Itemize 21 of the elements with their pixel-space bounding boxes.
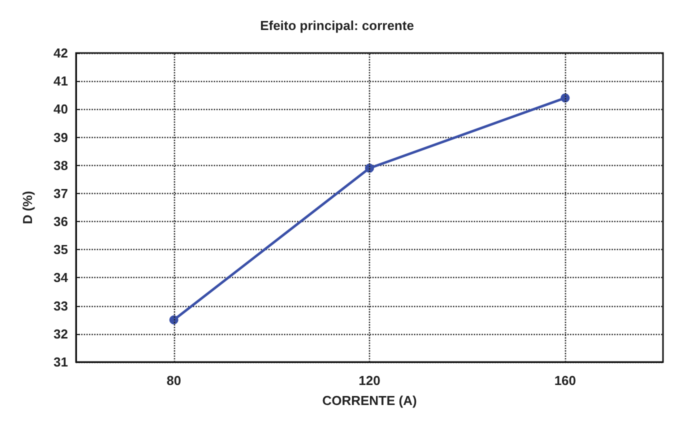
- x-tick-label: 80: [166, 373, 182, 388]
- y-tick-label: 35: [54, 242, 68, 258]
- x-axis-title: CORRENTE (A): [322, 393, 417, 408]
- y-tick-label: 31: [54, 354, 68, 370]
- y-tick-label: 40: [54, 102, 68, 117]
- y-tick-label: 38: [54, 158, 68, 173]
- y-tick-label: 34: [54, 270, 69, 286]
- y-axis-title: D (%): [20, 190, 35, 224]
- x-tick-label: 120: [358, 373, 380, 388]
- y-tick-label: 42: [54, 46, 68, 60]
- y-tick-label: 33: [54, 298, 68, 314]
- y-tick-label: 39: [54, 130, 68, 145]
- point: [365, 164, 374, 173]
- y-tick-label: 37: [54, 186, 68, 201]
- y-tick-label: 36: [54, 214, 68, 230]
- point: [560, 93, 570, 102]
- point: [169, 315, 178, 324]
- y-tick-label: 32: [54, 326, 68, 342]
- y-tick-label: 41: [54, 74, 68, 89]
- chart-title: Efeito principal: corrente: [260, 18, 414, 33]
- x-tick-label: 160: [554, 373, 576, 388]
